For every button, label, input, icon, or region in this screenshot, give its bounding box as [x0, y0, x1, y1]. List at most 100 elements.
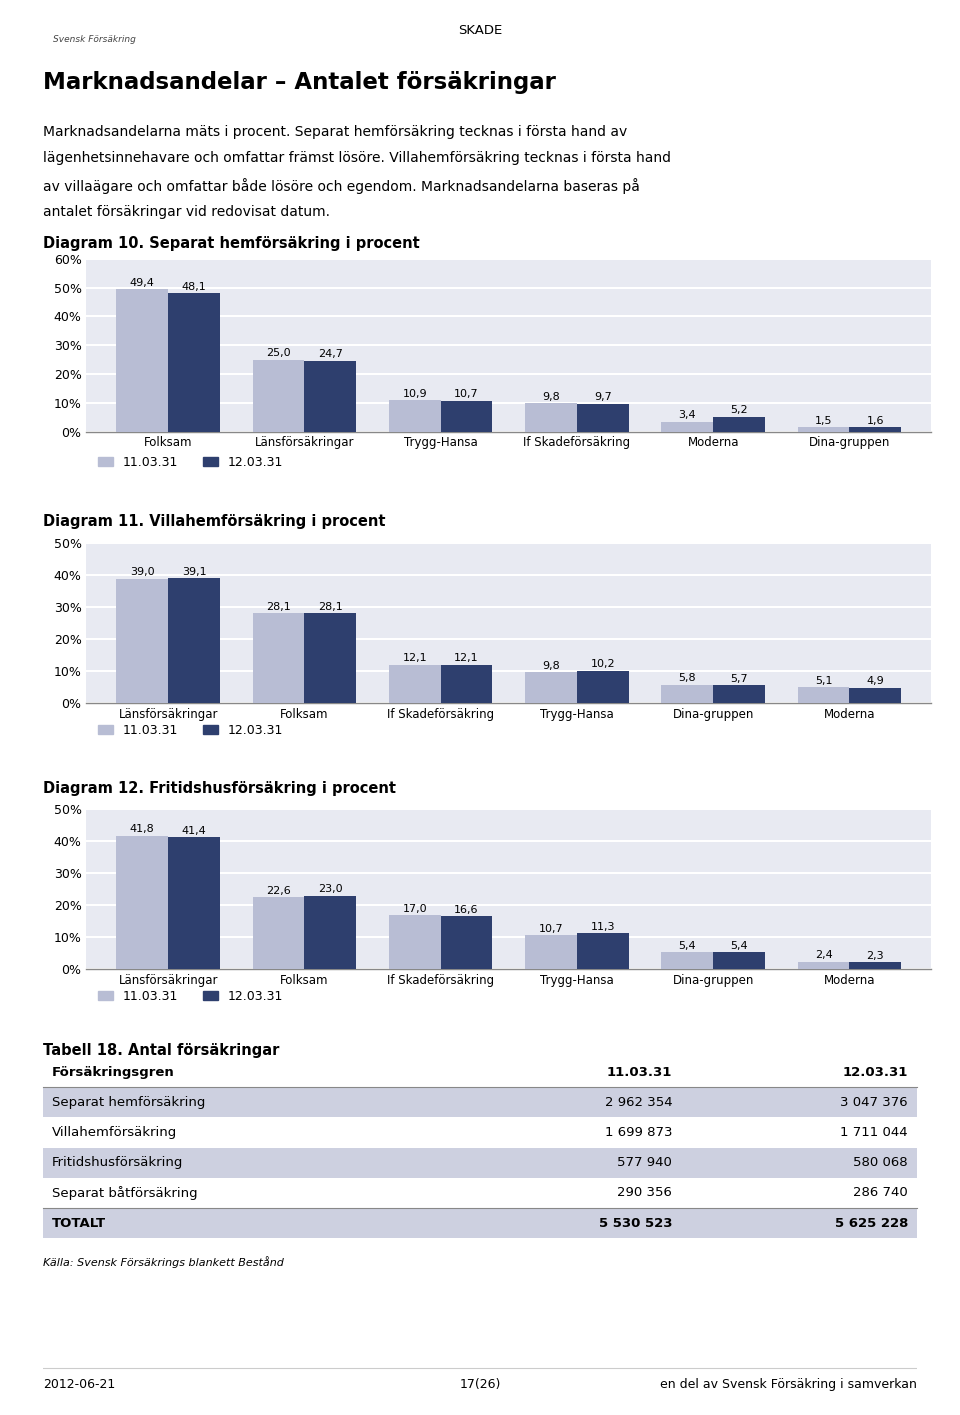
Text: 16,6: 16,6 [454, 906, 479, 916]
Bar [43, 1057, 917, 1087]
Bar [713, 685, 765, 703]
Text: 41,4: 41,4 [181, 825, 206, 836]
Bar [525, 403, 577, 432]
Bar [441, 916, 492, 969]
Text: 41,8: 41,8 [130, 825, 155, 835]
Bar [389, 665, 441, 703]
Text: 10,2: 10,2 [590, 659, 615, 669]
Text: 3,4: 3,4 [679, 410, 696, 420]
Text: 5,4: 5,4 [679, 941, 696, 951]
Text: 5 625 228: 5 625 228 [834, 1217, 908, 1230]
Text: 23,0: 23,0 [318, 884, 343, 894]
Text: Marknadsandelar – Antalet försäkringar: Marknadsandelar – Antalet försäkringar [43, 71, 556, 93]
Bar [116, 836, 168, 969]
Text: 1 711 044: 1 711 044 [840, 1126, 908, 1139]
Bar [389, 400, 441, 432]
Text: 12.03.31: 12.03.31 [843, 1065, 908, 1078]
Text: 10,7: 10,7 [539, 924, 564, 934]
Bar [168, 836, 220, 969]
Text: 3 047 376: 3 047 376 [840, 1095, 908, 1109]
Text: 5,4: 5,4 [731, 941, 748, 951]
Text: 2 962 354: 2 962 354 [605, 1095, 672, 1109]
Text: Svensk Försäkring: Svensk Försäkring [53, 35, 135, 44]
Bar [116, 290, 168, 432]
Text: Villahemförsäkring: Villahemförsäkring [52, 1126, 178, 1139]
Bar [850, 962, 901, 969]
Text: 39,0: 39,0 [130, 567, 155, 577]
Text: 17(26): 17(26) [459, 1378, 501, 1391]
Text: Marknadsandelarna mäts i procent. Separat hemförsäkring tecknas i första hand av: Marknadsandelarna mäts i procent. Separa… [43, 125, 628, 139]
Bar [661, 952, 713, 969]
Text: Separat hemförsäkring: Separat hemförsäkring [52, 1095, 205, 1109]
Bar [661, 685, 713, 703]
Text: 2,3: 2,3 [867, 951, 884, 961]
Text: 48,1: 48,1 [181, 282, 206, 291]
Bar [798, 686, 850, 703]
Text: 12,1: 12,1 [454, 654, 479, 664]
Text: 28,1: 28,1 [266, 603, 291, 613]
Bar [43, 1208, 917, 1238]
Bar [389, 916, 441, 969]
Text: SKADE: SKADE [458, 24, 502, 37]
Text: 17,0: 17,0 [402, 904, 427, 914]
Bar [252, 897, 304, 969]
Bar [577, 671, 629, 703]
Bar [168, 579, 220, 703]
Text: 12,1: 12,1 [402, 654, 427, 664]
Text: TOTALT: TOTALT [52, 1217, 106, 1230]
Bar [525, 672, 577, 703]
Text: 2012-06-21: 2012-06-21 [43, 1378, 115, 1391]
Bar [441, 665, 492, 703]
Bar [252, 613, 304, 703]
Text: 5,7: 5,7 [731, 674, 748, 683]
Text: 9,8: 9,8 [542, 392, 560, 402]
Bar [304, 361, 356, 432]
Text: 22,6: 22,6 [266, 886, 291, 896]
Bar [43, 1148, 917, 1177]
Bar [252, 359, 304, 432]
Text: 5,8: 5,8 [679, 674, 696, 683]
Text: Försäkringsgren: Försäkringsgren [52, 1065, 175, 1078]
Bar [577, 932, 629, 969]
Text: antalet försäkringar vid redovisat datum.: antalet försäkringar vid redovisat datum… [43, 205, 330, 219]
Text: en del av Svensk Försäkring i samverkan: en del av Svensk Försäkring i samverkan [660, 1378, 917, 1391]
Bar [850, 427, 901, 432]
Text: 11.03.31: 11.03.31 [607, 1065, 672, 1078]
Bar [798, 962, 850, 969]
Text: av villaägare och omfattar både lösöre och egendom. Marknadsandelarna baseras på: av villaägare och omfattar både lösöre o… [43, 178, 640, 194]
Text: 577 940: 577 940 [617, 1156, 672, 1169]
Bar [661, 422, 713, 432]
Text: 4,9: 4,9 [867, 676, 884, 686]
Text: Diagram 10. Separat hemförsäkring i procent: Diagram 10. Separat hemförsäkring i proc… [43, 236, 420, 252]
Legend: 11.03.31, 12.03.31: 11.03.31, 12.03.31 [93, 450, 288, 474]
Bar [798, 427, 850, 432]
Bar [43, 1177, 917, 1208]
Text: 24,7: 24,7 [318, 350, 343, 359]
Text: 10,9: 10,9 [402, 389, 427, 399]
Bar [713, 416, 765, 432]
Text: Diagram 11. Villahemförsäkring i procent: Diagram 11. Villahemförsäkring i procent [43, 514, 386, 529]
Text: 10,7: 10,7 [454, 389, 479, 399]
Bar [441, 400, 492, 432]
Bar [168, 293, 220, 432]
Bar [116, 579, 168, 703]
Text: 580 068: 580 068 [853, 1156, 908, 1169]
Text: 9,8: 9,8 [542, 661, 560, 671]
Bar [304, 896, 356, 969]
Text: 9,7: 9,7 [594, 392, 612, 402]
Bar [304, 613, 356, 703]
Text: 5,2: 5,2 [731, 405, 748, 415]
Text: 39,1: 39,1 [181, 567, 206, 577]
Bar [43, 1087, 917, 1118]
Text: 1,5: 1,5 [815, 416, 832, 426]
Text: Diagram 12. Fritidshusförsäkring i procent: Diagram 12. Fritidshusförsäkring i proce… [43, 781, 396, 797]
Bar [850, 688, 901, 703]
Bar [577, 403, 629, 432]
Text: 5 530 523: 5 530 523 [599, 1217, 672, 1230]
Text: 1 699 873: 1 699 873 [605, 1126, 672, 1139]
Bar [525, 935, 577, 969]
Text: 1,6: 1,6 [867, 416, 884, 426]
Text: 28,1: 28,1 [318, 603, 343, 613]
Text: Källa: Svensk Försäkrings blankett Bestånd: Källa: Svensk Försäkrings blankett Bestå… [43, 1257, 284, 1268]
Text: 5,1: 5,1 [815, 676, 832, 686]
